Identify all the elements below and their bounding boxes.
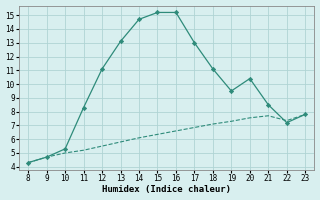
X-axis label: Humidex (Indice chaleur): Humidex (Indice chaleur) <box>102 185 231 194</box>
